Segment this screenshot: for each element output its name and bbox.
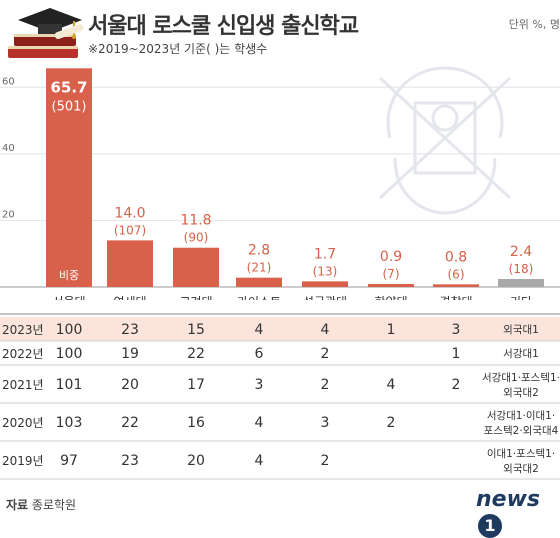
category-label: 카이스트 <box>237 295 281 300</box>
category-label: 경찰대 <box>439 295 472 300</box>
table-row: 2022년 100 19 22 6 2 1 서강대1 <box>0 346 560 366</box>
table-cell: 3 <box>255 377 264 393</box>
table-cell-other: 외국대2 <box>503 387 539 399</box>
table-cell: 97 <box>60 453 78 469</box>
table-cell: 101 <box>56 377 83 393</box>
table-cell: 4 <box>255 415 264 431</box>
table-cell: 4 <box>255 322 264 338</box>
bar <box>107 240 153 287</box>
table-cell: 23 <box>121 322 139 338</box>
bar <box>302 281 348 287</box>
count-label: (501) <box>52 99 87 114</box>
table-cell: 103 <box>56 415 83 431</box>
value-label: 0.9 <box>380 249 402 265</box>
university-seal-icon <box>378 66 512 215</box>
table-cell: 16 <box>187 415 205 431</box>
row-year: 2022년 <box>2 347 44 361</box>
y-tick-label: 40 <box>2 143 15 154</box>
bar <box>236 277 282 287</box>
bar <box>498 279 544 287</box>
count-label: (6) <box>448 267 465 281</box>
count-label: (107) <box>114 223 146 237</box>
count-label: (21) <box>247 261 272 275</box>
table-cell: 1 <box>387 322 396 338</box>
category-label: 연세대 <box>113 295 146 300</box>
count-label: (13) <box>313 264 338 278</box>
table-cell-other: 서강대1·이대1· <box>487 410 555 422</box>
table-cell-other: 외국대1 <box>503 324 539 336</box>
row-year: 2019년 <box>2 454 44 468</box>
table-cell: 2 <box>321 453 330 469</box>
table-cell: 6 <box>255 346 264 362</box>
count-label: (90) <box>184 231 209 245</box>
table-cell-other: 이대1·포스텍1· <box>487 448 555 460</box>
row-year: 2023년 <box>2 323 44 337</box>
table-cell-other: 포스텍2·외국대4 <box>484 425 559 437</box>
table-row: 2023년 100 23 15 4 4 1 3 외국대1 <box>0 317 560 342</box>
value-label: 14.0 <box>114 205 145 221</box>
value-label: 0.8 <box>445 249 467 265</box>
bar-chart: 20 40 60 65.7 (501) 비중 14.0 (107) 11.8 (90) 2.8 (2… <box>0 68 560 300</box>
bar <box>46 68 92 287</box>
table-cell: 3 <box>452 322 461 338</box>
highlight-band <box>0 317 560 341</box>
bar-inner-label: 비중 <box>59 269 79 282</box>
unit-label: 단위 %, 명 <box>508 18 560 31</box>
table-cell: 20 <box>121 377 139 393</box>
table-cell: 4 <box>321 322 330 338</box>
y-tick-label: 60 <box>2 76 15 87</box>
table-cell: 19 <box>121 346 139 362</box>
bar <box>433 284 479 287</box>
news1-logo: news1 <box>476 487 560 538</box>
table-cell: 2 <box>387 415 396 431</box>
table-cell: 2 <box>321 377 330 393</box>
table-cell: 4 <box>255 453 264 469</box>
page-title: 서울대 로스쿨 신입생 출신학교 <box>88 14 359 39</box>
table-row: 2020년 103 22 16 4 3 2 서강대1·이대1· 포스텍2·외국대4 <box>0 410 560 442</box>
value-label: 65.7 <box>50 78 87 96</box>
table-cell: 3 <box>321 415 330 431</box>
value-label: 2.8 <box>248 243 270 259</box>
bar <box>173 247 219 287</box>
value-label: 1.7 <box>314 246 336 262</box>
graduation-cap-icon <box>8 8 84 58</box>
table-cell: 17 <box>187 377 205 393</box>
value-label: 2.4 <box>510 244 532 260</box>
source-text: 자료 종로학원 <box>6 498 77 512</box>
table-cell-other: 외국대2 <box>503 463 539 475</box>
table-row: 2021년 101 20 17 3 2 4 2 서강대1·포스텍1· 외국대2 <box>0 372 560 404</box>
row-year: 2020년 <box>2 416 44 430</box>
category-label: 한양대 <box>374 295 407 300</box>
table-cell: 100 <box>56 346 83 362</box>
table-cell-other: 서강대1·포스텍1· <box>482 372 560 384</box>
table-cell: 22 <box>121 415 139 431</box>
bar <box>368 284 414 287</box>
table-cell: 23 <box>121 453 139 469</box>
row-year: 2021년 <box>2 378 44 392</box>
category-label: 고려대 <box>179 295 212 300</box>
chart-subtitle: ※2019~2023년 기준( )는 학생수 <box>88 42 268 56</box>
category-label: 기타 <box>510 295 532 300</box>
table-cell: 2 <box>321 346 330 362</box>
table-cell: 20 <box>187 453 205 469</box>
category-label: 성균관대 <box>303 295 347 300</box>
table-cell: 22 <box>187 346 205 362</box>
table-row: 2019년 97 23 20 4 2 이대1·포스텍1· 외국대2 <box>0 448 560 480</box>
table-cell: 1 <box>452 346 461 362</box>
table-cell: 15 <box>187 322 205 338</box>
category-label: 서울대 <box>52 295 85 300</box>
count-label: (18) <box>509 262 534 276</box>
table-cell: 4 <box>387 377 396 393</box>
y-tick-label: 20 <box>2 209 15 220</box>
value-label: 11.8 <box>180 213 211 229</box>
table-cell: 100 <box>56 322 83 338</box>
count-label: (7) <box>383 267 400 281</box>
table-cell: 2 <box>452 377 461 393</box>
table-cell-other: 서강대1 <box>503 348 539 360</box>
